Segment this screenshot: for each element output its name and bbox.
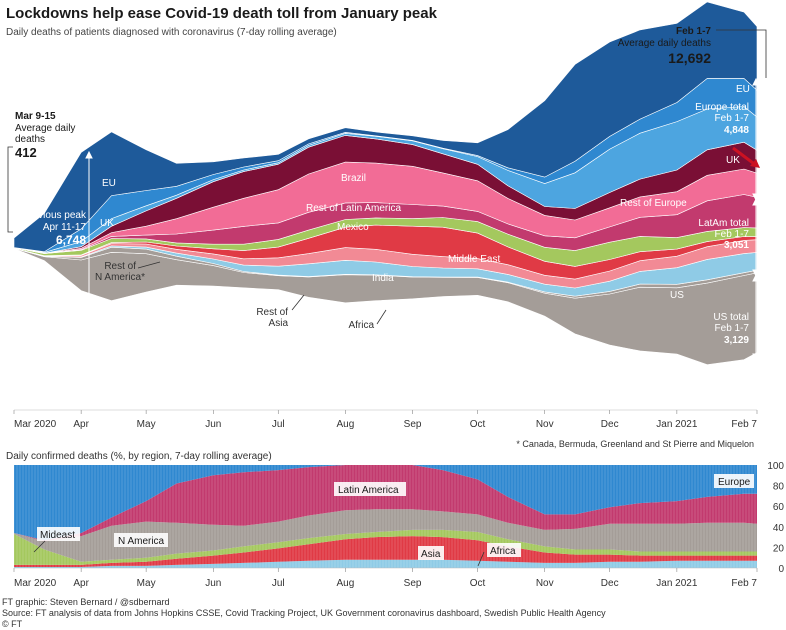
area-label-uk: UK xyxy=(100,218,114,229)
ann-feb-title: Feb 1-7 xyxy=(676,26,711,37)
bottom-y-tick-label: 80 xyxy=(773,482,785,493)
bottom-y-tick-label: 0 xyxy=(778,564,784,575)
top-x-tick-label: Sep xyxy=(404,419,422,430)
ann-europe-total-1: Europe total xyxy=(695,102,749,113)
chart-subtitle: Daily deaths of patients diagnosed with … xyxy=(6,27,337,38)
top-x-tick-label: Jan 2021 xyxy=(656,419,698,430)
bottom-y-tick-label: 40 xyxy=(773,523,785,534)
area-eu xyxy=(13,1,758,253)
ann-europe-total-value: 4,848 xyxy=(724,125,749,136)
ann-mar-sub2: deaths xyxy=(15,134,45,145)
top-x-tick-label: Jun xyxy=(205,419,221,430)
top-x-tick-label: Feb 7 xyxy=(731,419,757,430)
bottom-y-tick-label: 100 xyxy=(767,461,784,472)
bottom-x-tick-label: Sep xyxy=(404,578,422,589)
area-label-rest-asia-1: Rest of xyxy=(256,307,288,318)
area-label-rest-of-europe: Rest of Europe xyxy=(620,198,687,209)
bottom-label-n-america: N America xyxy=(118,536,165,547)
area-label-eu-right: EU xyxy=(736,84,750,95)
area-label-middle-east: Middle East xyxy=(448,254,500,265)
share-n-america xyxy=(14,509,757,562)
ann-latam-total-1: LatAm total xyxy=(698,218,749,229)
bottom-x-tick-label: Jul xyxy=(272,578,285,589)
footnote: * Canada, Bermuda, Greenland and St Pier… xyxy=(516,439,754,449)
bottom-x-tick-label: Mar 2020 xyxy=(14,578,57,589)
area-label-rest-n-america-1: Rest of xyxy=(104,261,136,272)
bottom-label-mideast: Mideast xyxy=(40,530,75,541)
area-label-india: India xyxy=(372,273,394,284)
bottom-x-tick-label: Dec xyxy=(601,578,619,589)
bottom-label-latin-america: Latin America xyxy=(338,485,399,496)
credits: FT graphic: Steven Bernard / @sdbernard … xyxy=(2,597,606,630)
area-label-rest-latam: Rest of Latin America xyxy=(306,203,401,214)
top-x-tick-label: May xyxy=(137,419,156,430)
chart-title: Lockdowns help ease Covid-19 death toll … xyxy=(6,5,437,22)
bottom-y-tick-label: 60 xyxy=(773,502,785,513)
ann-prev-peak-2: Apr 11-17 xyxy=(43,222,87,233)
ann-us-total-value: 3,129 xyxy=(724,335,749,346)
credit-graphic: FT graphic: Steven Bernard / @sdbernard xyxy=(2,597,170,607)
ann-feb-value: 12,692 xyxy=(668,50,711,66)
share-latin-america xyxy=(14,465,757,542)
bottom-x-tick-label: Apr xyxy=(73,578,89,589)
chart2-subtitle: Daily confirmed deaths (%, by region, 7-… xyxy=(6,451,272,462)
bottom-x-tick-label: Oct xyxy=(470,578,486,589)
top-x-tick-label: Mar 2020 xyxy=(14,419,57,430)
bottom-label-africa: Africa xyxy=(490,546,516,557)
ann-mar-value: 412 xyxy=(15,145,37,160)
share-africa xyxy=(14,559,757,568)
area-label-africa: Africa xyxy=(348,320,374,331)
share-mideast xyxy=(14,529,757,565)
bottom-x-tick-label: May xyxy=(137,578,156,589)
area-label-us: US xyxy=(670,290,684,301)
top-x-tick-label: Nov xyxy=(536,419,554,430)
ann-us-total-2: Feb 1-7 xyxy=(715,323,750,334)
top-x-tick-label: Aug xyxy=(337,419,355,430)
bottom-x-tick-label: Jan 2021 xyxy=(656,578,698,589)
area-label-rest-asia-2: Asia xyxy=(269,318,289,329)
top-x-tick-label: Dec xyxy=(601,419,619,430)
ann-us-total-1: US total xyxy=(713,312,749,323)
top-x-tick-label: Jul xyxy=(272,419,285,430)
ann-mar-sub1: Average daily xyxy=(15,123,75,134)
highlight-arrow-icon xyxy=(732,146,760,168)
ann-europe-total-2: Feb 1-7 xyxy=(715,113,750,124)
area-label-rest-n-america-2: N America* xyxy=(95,272,145,283)
bottom-x-tick-label: Jun xyxy=(205,578,221,589)
area-label-brazil: Brazil xyxy=(341,173,366,184)
ann-latam-total-2: Feb 1-7 xyxy=(715,229,750,240)
bottom-label-europe: Europe xyxy=(718,477,751,488)
bottom-label-asia: Asia xyxy=(421,549,441,560)
top-x-tick-label: Apr xyxy=(73,419,89,430)
share-asia xyxy=(14,536,757,567)
ann-feb-sub: Average daily deaths xyxy=(618,38,711,49)
share-europe xyxy=(14,465,757,541)
area-label-uk-right: UK xyxy=(726,155,740,166)
ann-mar-title: Mar 9-15 xyxy=(15,111,56,122)
bottom-y-tick-label: 20 xyxy=(773,543,785,554)
bottom-x-tick-label: Aug xyxy=(337,578,355,589)
bottom-x-tick-label: Feb 7 xyxy=(731,578,757,589)
area-label-mexico: Mexico xyxy=(337,222,369,233)
top-x-tick-label: Oct xyxy=(470,419,486,430)
ann-prev-peak-1: Previous peak xyxy=(23,210,87,221)
ann-latam-total-value: 3,051 xyxy=(724,240,749,251)
ann-prev-peak-value: 6,748 xyxy=(56,233,86,247)
credit-source: Source: FT analysis of data from Johns H… xyxy=(2,608,606,618)
bottom-x-tick-label: Nov xyxy=(536,578,554,589)
area-label-eu: EU xyxy=(102,178,116,189)
